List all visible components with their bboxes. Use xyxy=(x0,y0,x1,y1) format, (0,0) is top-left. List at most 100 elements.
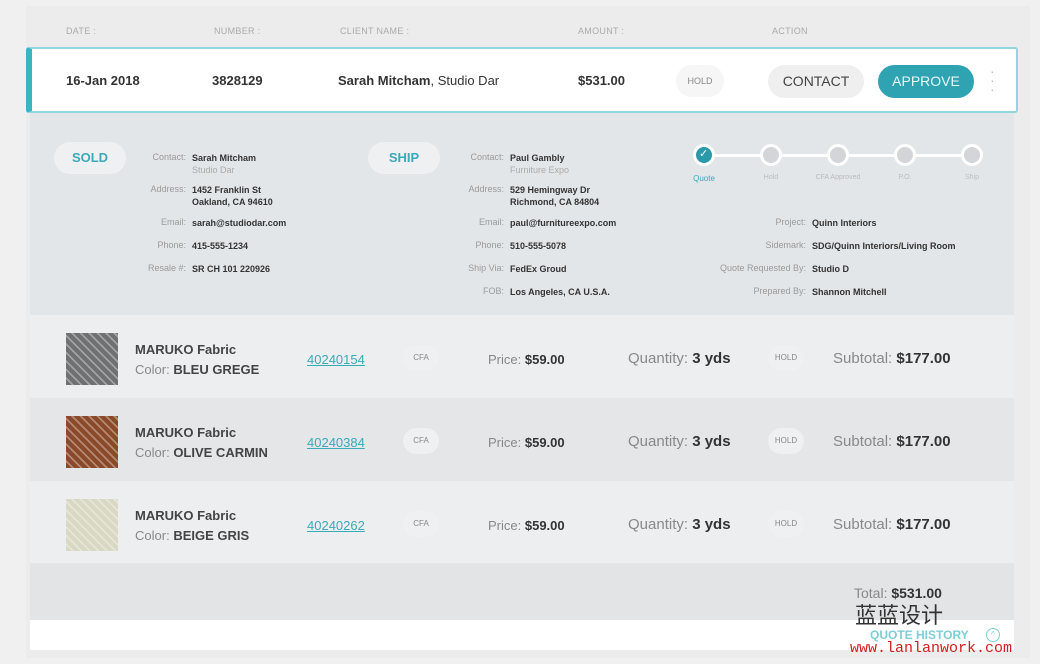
qty-label: Quantity: xyxy=(628,350,689,367)
sold-resale: SR CH 101 220926 xyxy=(192,264,271,274)
label: Contact: xyxy=(152,152,186,162)
item-subtotal: $177.00 xyxy=(896,516,951,533)
item-name: MARUKO Fabric xyxy=(135,425,237,440)
sku-link[interactable]: 40240384 xyxy=(307,435,365,450)
step-label: Hold xyxy=(763,174,779,181)
item-price: $59.00 xyxy=(524,435,565,450)
fabric-swatch xyxy=(66,333,118,385)
ship-email: paul@furnitureexpo.com xyxy=(510,218,617,228)
order-date: 16-Jan 2018 xyxy=(66,73,140,88)
line-item: MARUKO Fabric Color: BEIGE GRIS 40240262… xyxy=(30,481,1014,564)
step-label: Quote xyxy=(693,174,715,183)
sold-address2: Oakland, CA 94610 xyxy=(192,197,273,207)
quote-history-link[interactable]: QUOTE HISTORY xyxy=(870,628,969,642)
step-hold xyxy=(760,144,782,166)
ship-via: FedEx Groud xyxy=(510,264,567,274)
label: Ship Via: xyxy=(468,263,504,273)
step-label: CFA Approved xyxy=(815,174,861,181)
color-label: Color: xyxy=(135,362,170,377)
ship-phone: 510-555-5078 xyxy=(510,241,567,251)
requested-by: Studio D xyxy=(812,264,849,274)
label: Address: xyxy=(468,184,504,194)
subtotal-label: Subtotal: xyxy=(833,433,893,450)
line-item: MARUKO Fabric Color: OLIVE CARMIN 402403… xyxy=(30,398,1014,481)
sold-company: Studio Dar xyxy=(192,165,235,175)
contact-button[interactable]: CONTACT xyxy=(768,65,864,98)
hold-badge: HOLD xyxy=(768,511,804,537)
qty-label: Quantity: xyxy=(628,433,689,450)
status-badge: HOLD xyxy=(676,65,724,97)
label: Phone: xyxy=(475,240,504,250)
sold-phone: 415-555-1234 xyxy=(192,241,249,251)
item-color: OLIVE CARMIN xyxy=(173,445,268,460)
order-row[interactable]: 16-Jan 2018 3828129 Sarah Mitcham, Studi… xyxy=(26,47,1018,113)
line-item: MARUKO Fabric Color: BLEU GREGE 40240154… xyxy=(30,315,1014,398)
cfa-badge: CFA xyxy=(403,428,439,454)
sidemark: SDG/Quinn Interiors/Living Room xyxy=(812,241,956,251)
label: Quote Requested By: xyxy=(719,263,806,273)
order-number: 3828129 xyxy=(212,73,263,88)
ship-company: Furniture Expo xyxy=(510,165,570,175)
price-label: Price: xyxy=(488,518,522,533)
client-name: Sarah Mitcham xyxy=(338,73,431,88)
item-price: $59.00 xyxy=(524,352,565,367)
sku-link[interactable]: 40240154 xyxy=(307,352,365,367)
color-label: Color: xyxy=(135,445,170,460)
hold-badge: HOLD xyxy=(768,345,804,371)
project-name: Quinn Interiors xyxy=(812,218,877,228)
label: Contact: xyxy=(470,152,504,162)
item-color: BLEU GREGE xyxy=(173,362,260,377)
total-label: Total: xyxy=(854,585,888,601)
ship-contact: Paul Gambly xyxy=(510,153,565,163)
ship-fob: Los Angeles, CA U.S.A. xyxy=(510,287,610,297)
sold-contact: Sarah Mitcham xyxy=(192,153,257,163)
color-label: Color: xyxy=(135,528,170,543)
col-client[interactable]: CLIENT NAME : xyxy=(340,26,410,36)
label: Email: xyxy=(160,217,186,227)
watermark-brand: 蓝蓝设计 xyxy=(855,603,944,628)
approve-button[interactable]: APPROVE xyxy=(878,65,974,98)
label: FOB: xyxy=(482,286,504,296)
order-details xyxy=(30,113,1014,315)
sold-email: sarah@studiodar.com xyxy=(192,218,287,228)
label: Sidemark: xyxy=(765,240,806,250)
item-color: BEIGE GRIS xyxy=(173,528,250,543)
subtotal-label: Subtotal: xyxy=(833,516,893,533)
total-row: Total: $531.00 xyxy=(30,563,1014,620)
item-qty: 3 yds xyxy=(692,516,731,533)
qty-label: Quantity: xyxy=(628,516,689,533)
item-name: MARUKO Fabric xyxy=(135,508,237,523)
step-quote-check-icon: ✓ xyxy=(693,144,715,166)
col-amount[interactable]: AMOUNT : xyxy=(578,26,625,36)
more-menu-icon[interactable]: · · · xyxy=(990,63,995,97)
prepared-by: Shannon Mitchell xyxy=(812,287,887,297)
item-qty: 3 yds xyxy=(692,433,731,450)
sold-tag: SOLD xyxy=(54,142,126,174)
item-subtotal: $177.00 xyxy=(896,350,951,367)
footer: QUOTE HISTORY ^ xyxy=(30,620,1014,650)
step-label: P.O. xyxy=(898,174,912,181)
item-price: $59.00 xyxy=(524,518,565,533)
fabric-swatch xyxy=(66,416,118,468)
step-ship xyxy=(961,144,983,166)
cfa-badge: CFA xyxy=(403,345,439,371)
price-label: Price: xyxy=(488,435,522,450)
client-company: , Studio Dar xyxy=(430,73,500,88)
label: Phone: xyxy=(157,240,186,250)
watermark-url: www.lanlanwork.com xyxy=(850,640,1013,657)
price-label: Price: xyxy=(488,352,522,367)
col-action: ACTION xyxy=(772,26,808,36)
label: Address: xyxy=(150,184,186,194)
step-po xyxy=(894,144,916,166)
col-date[interactable]: DATE : xyxy=(66,26,97,36)
sku-link[interactable]: 40240262 xyxy=(307,518,365,533)
chevron-up-icon[interactable]: ^ xyxy=(986,628,1000,642)
step-label: Ship xyxy=(964,174,979,181)
order-amount: $531.00 xyxy=(578,73,625,88)
ship-tag: SHIP xyxy=(368,142,440,174)
ship-address2: Richmond, CA 84804 xyxy=(510,197,600,207)
sold-address1: 1452 Franklin St xyxy=(192,185,262,195)
ship-address1: 529 Hemingway Dr xyxy=(510,185,591,195)
col-number[interactable]: NUMBER : xyxy=(214,26,261,36)
label: Prepared By: xyxy=(753,286,806,296)
